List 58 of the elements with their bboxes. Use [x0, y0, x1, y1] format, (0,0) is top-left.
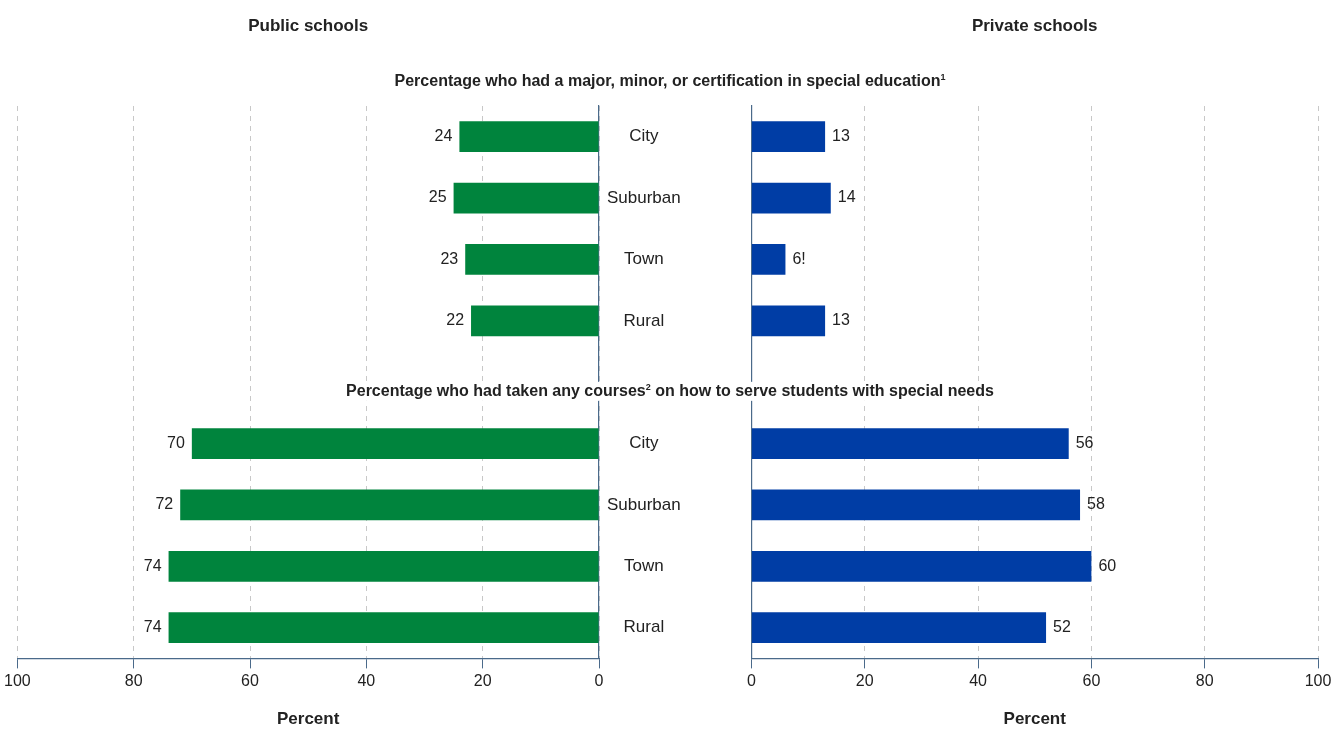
bar [465, 244, 599, 275]
x-tick-label: 80 [1195, 672, 1214, 690]
x-tick-label: 40 [969, 672, 988, 690]
bar [751, 428, 1069, 459]
bar [751, 489, 1081, 521]
x-tick-label: 60 [241, 672, 260, 690]
y-tick-label: Rural [623, 617, 665, 637]
data-label: 14 [837, 188, 856, 206]
x-tick-label: 80 [124, 672, 143, 690]
data-label: 74 [143, 556, 162, 574]
data-label: 60 [1098, 556, 1117, 574]
x-tick-label: 0 [747, 672, 756, 690]
y-tick-label: Town [624, 249, 664, 269]
data-label: 72 [155, 495, 174, 513]
bar [471, 305, 599, 337]
bar [453, 182, 599, 214]
bar [751, 244, 786, 275]
x-tick-label: 20 [473, 672, 492, 690]
bar [459, 121, 599, 153]
x-tick-label: 20 [855, 672, 874, 690]
data-label: 52 [1053, 618, 1071, 636]
data-label: 13 [832, 311, 850, 329]
data-label: 70 [167, 433, 185, 451]
y-tick-label: Town [624, 556, 664, 576]
y-tick-label: Suburban [607, 187, 681, 207]
bar [168, 612, 599, 644]
data-label: 13 [832, 127, 850, 145]
bar [191, 428, 599, 459]
bar [751, 550, 1092, 582]
data-label: 25 [428, 188, 447, 206]
text: Percentage who had a major, minor, or certification in special education$^{1}$ [390, 72, 950, 91]
annotation: Percentage who had taken any courses$^{2}$ on how to serve students with special needs [342, 382, 998, 401]
x-tick-label: 60 [1082, 672, 1101, 690]
x-tick-label: 100 [4, 672, 31, 690]
data-label: 24 [434, 127, 453, 145]
data-label: 22 [446, 311, 465, 329]
bar [751, 612, 1047, 644]
y-tick-label: Suburban [607, 494, 681, 514]
data-label: 58 [1087, 495, 1105, 513]
bar [751, 305, 826, 337]
bar [180, 489, 599, 521]
bar [751, 121, 826, 153]
chart-title: Private schools [971, 16, 1098, 36]
bar [751, 182, 831, 214]
data-label: 74 [143, 618, 162, 636]
x-tick-label: 40 [357, 672, 376, 690]
x-axis-title: Percent [276, 709, 340, 729]
y-tick-label: City [629, 433, 659, 453]
data-label: 6! [792, 249, 806, 267]
y-tick-label: City [629, 126, 659, 146]
x-tick-label: 0 [594, 672, 604, 690]
y-tick-label: Rural [623, 310, 665, 330]
x-axis-title: Percent [1003, 709, 1067, 729]
bar [168, 550, 599, 582]
data-label: 23 [440, 249, 459, 267]
data-label: 56 [1075, 433, 1094, 451]
x-tick-label: 100 [1304, 672, 1332, 690]
chart-title: Public schools [248, 16, 369, 36]
